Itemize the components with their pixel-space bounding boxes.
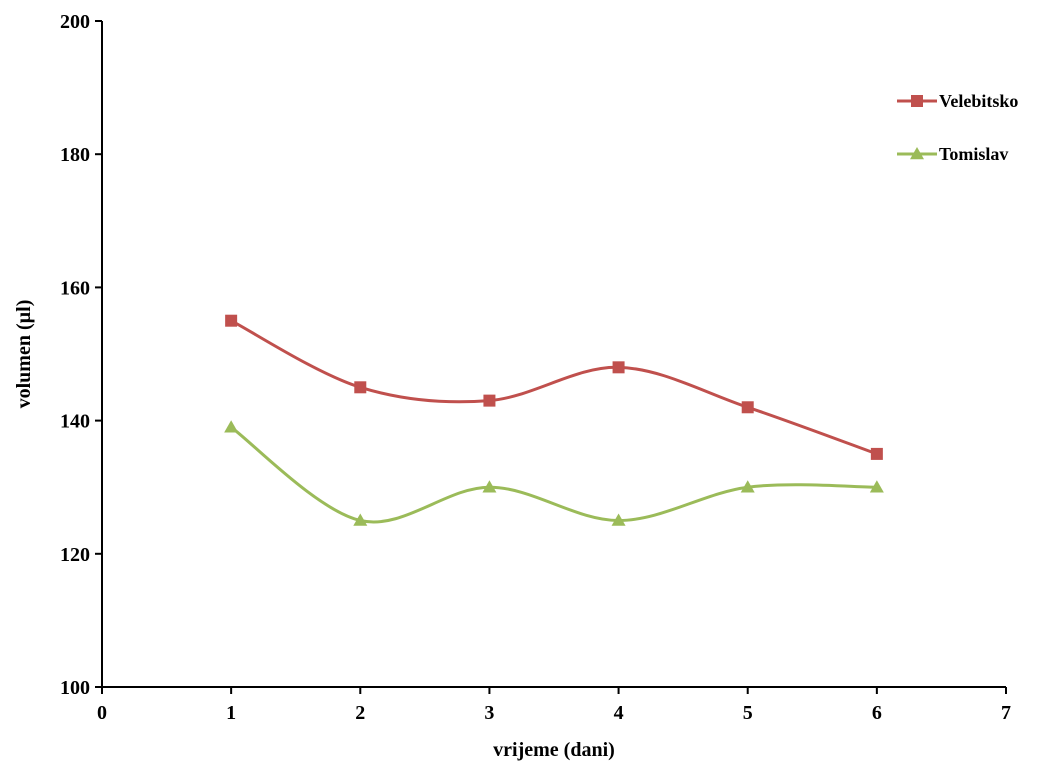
x-tick-label: 5: [743, 702, 753, 724]
data-point-velebitsko: [225, 314, 238, 327]
x-tick-label: 4: [614, 702, 624, 724]
series-line-velebitsko: [230, 319, 878, 456]
data-point-velebitsko: [483, 394, 496, 407]
y-tick-label: 160: [60, 277, 90, 299]
data-point-tomislav: [224, 420, 239, 433]
data-point-tomislav: [740, 480, 755, 493]
legend-marker: [911, 95, 923, 107]
legend-marker: [910, 147, 924, 160]
legend-label: Velebitsko: [939, 91, 1018, 111]
x-tick-label: 1: [226, 702, 236, 724]
data-point-velebitsko: [612, 361, 625, 374]
x-tick-label: 0: [97, 702, 107, 724]
x-tick-label: 3: [484, 702, 494, 724]
data-point-tomislav: [353, 513, 368, 526]
data-point-tomislav: [869, 480, 884, 493]
x-axis-title: vrijeme (dani): [493, 739, 615, 761]
plot-area: [224, 314, 884, 526]
y-tick-label: 120: [60, 544, 90, 566]
y-tick-label: 180: [60, 144, 90, 166]
ticks: 100 120 140 160 180 200 0 1 2 3 4 5 6 7: [60, 11, 1011, 724]
data-point-tomislav: [611, 513, 626, 526]
legend: Velebitsko Tomislav: [897, 91, 1018, 164]
data-point-tomislav: [482, 480, 497, 493]
y-axis-title: volumen (µl): [13, 300, 35, 409]
x-tick-label: 2: [355, 702, 365, 724]
data-point-velebitsko: [870, 447, 883, 460]
data-point-velebitsko: [354, 381, 367, 394]
y-tick-label: 200: [60, 11, 90, 33]
y-tick-label: 140: [60, 411, 90, 433]
legend-label: Tomislav: [939, 144, 1008, 164]
axes: [101, 21, 1006, 688]
series-line-tomislav: [230, 426, 877, 524]
y-tick-label: 100: [60, 677, 90, 699]
x-tick-label: 6: [872, 702, 882, 724]
x-tick-label: 7: [1001, 702, 1011, 724]
data-point-velebitsko: [741, 401, 754, 414]
